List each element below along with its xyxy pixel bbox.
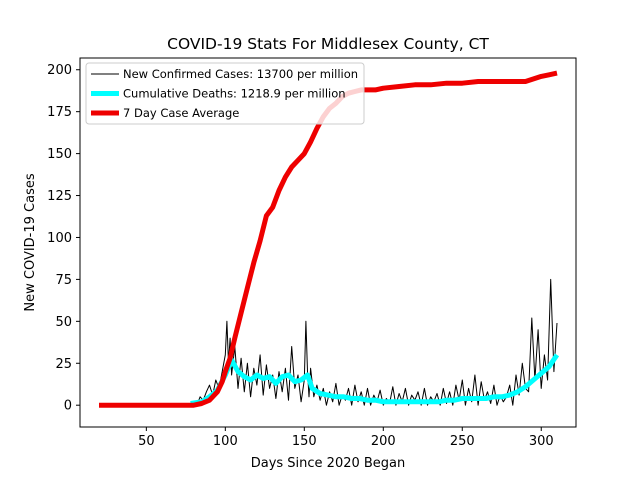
series-line-1 [190, 353, 560, 406]
legend-label-0: New Confirmed Cases: 13700 per million [123, 67, 358, 81]
y-axis: 0 25 50 75 100 125 150 175 200 [47, 63, 80, 414]
chart-title: COVID-19 Stats For Middlesex County, CT [167, 35, 489, 53]
y-tick-label: 175 [47, 105, 72, 120]
y-tick-label: 25 [55, 357, 72, 372]
x-axis-title: Days Since 2020 Began [251, 456, 406, 471]
legend: New Confirmed Cases: 13700 per million Cu… [85, 62, 365, 125]
y-axis-title: New COVID-19 Cases [23, 173, 38, 311]
y-tick-label: 0 [64, 399, 72, 414]
x-tick-label: 250 [450, 434, 475, 449]
plot-frame [79, 57, 577, 428]
y-tick-label: 200 [47, 63, 72, 78]
y-tick-label: 50 [55, 315, 72, 330]
y-tick-label: 100 [47, 231, 72, 246]
series-line-0 [190, 278, 558, 406]
legend-box [85, 62, 365, 125]
x-tick-label: 300 [529, 434, 554, 449]
x-tick-label: 200 [371, 434, 396, 449]
x-tick-label: 150 [292, 434, 317, 449]
legend-label-2: 7 Day Case Average [123, 106, 239, 120]
y-tick-label: 75 [55, 273, 72, 288]
y-tick-label: 150 [47, 147, 72, 162]
x-axis: 50 100 150 200 250 300 [138, 427, 554, 449]
series-line-2 [99, 70, 558, 408]
plot-area [99, 70, 560, 408]
y-tick-label: 125 [47, 189, 72, 204]
x-tick-label: 50 [138, 434, 155, 449]
x-tick-label: 100 [213, 434, 238, 449]
legend-label-1: Cumulative Deaths: 1218.9 per million [123, 87, 346, 101]
